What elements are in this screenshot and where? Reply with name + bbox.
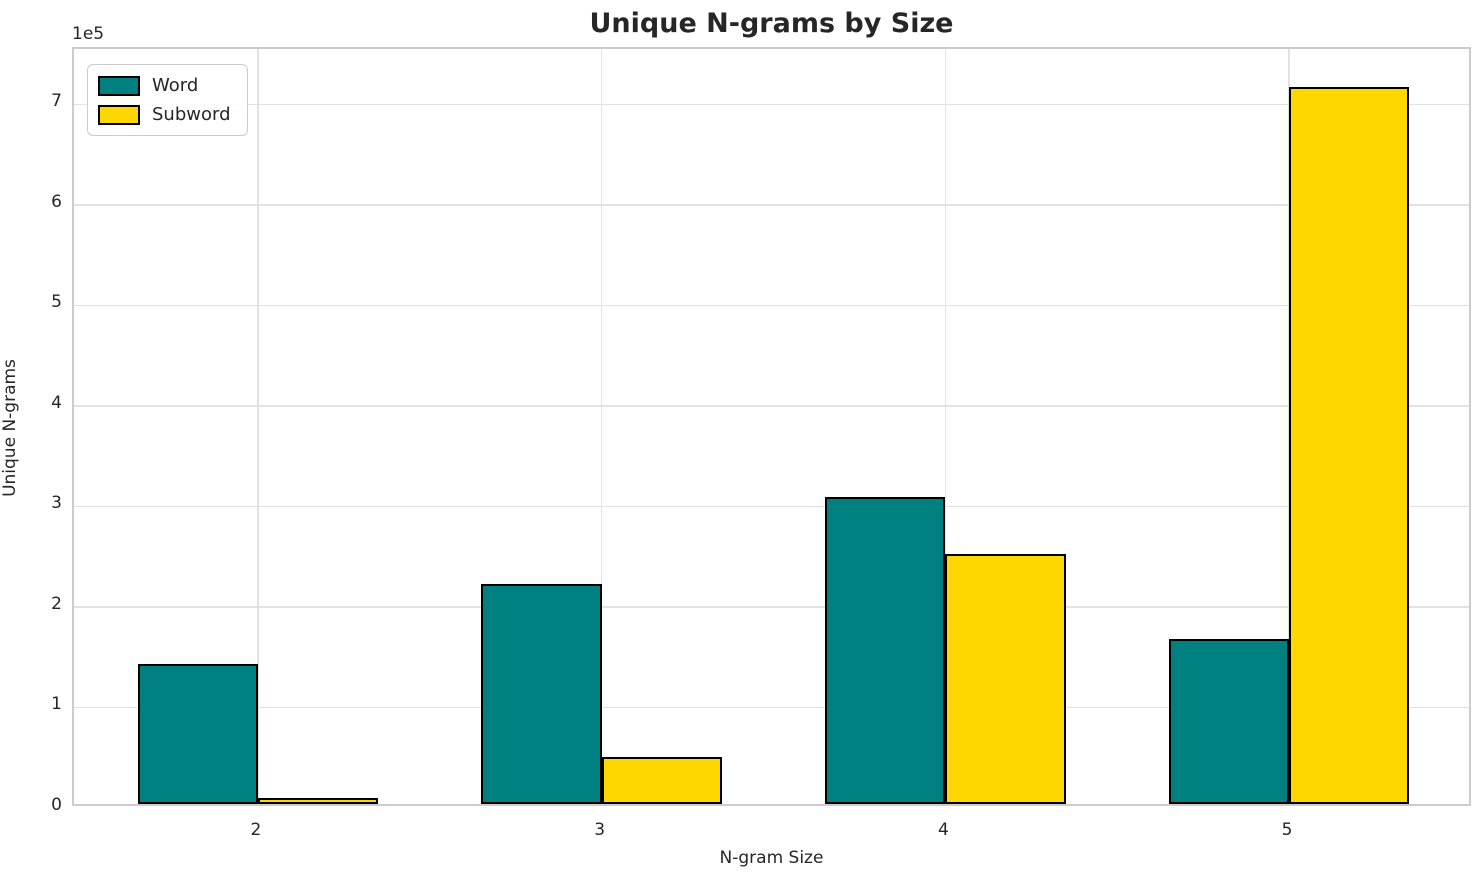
y-tick-label: 5 <box>51 292 62 313</box>
legend-label-subword: Subword <box>152 104 231 125</box>
h-gridline <box>74 405 1469 407</box>
legend-item-word: Word <box>98 75 231 96</box>
v-gridline <box>944 49 947 804</box>
x-tick-label: 4 <box>937 820 949 840</box>
legend-swatch-word <box>98 75 140 96</box>
x-axis-label: N-gram Size <box>719 848 824 868</box>
bar-subword-2 <box>257 797 379 804</box>
h-gridline <box>74 103 1469 105</box>
legend-swatch-subword <box>98 104 140 125</box>
v-gridline <box>257 49 259 804</box>
bar-word-3 <box>481 583 602 804</box>
legend-label-word: Word <box>152 75 199 96</box>
v-gridline <box>600 49 603 804</box>
h-gridline <box>74 204 1469 206</box>
y-tick-label: 0 <box>51 795 62 815</box>
bar-word-4 <box>825 497 946 804</box>
y-tick-label: 3 <box>51 493 62 514</box>
y-tick-label: 1 <box>51 694 62 715</box>
y-axis-label: Unique N-grams <box>0 359 20 497</box>
h-gridline <box>74 706 1469 709</box>
bar-word-5 <box>1168 639 1290 804</box>
y-tick-label: 7 <box>51 91 62 112</box>
y-axis-offset-text: 1e5 <box>72 24 105 44</box>
y-tick-label: 6 <box>51 191 62 212</box>
chart-title: Unique N-grams by Size <box>589 8 954 39</box>
v-gridline <box>1288 49 1290 804</box>
x-tick-label: 3 <box>594 820 606 840</box>
h-gridline <box>74 606 1469 608</box>
x-tick-label: 5 <box>1281 820 1293 840</box>
x-tick-label: 2 <box>250 820 262 840</box>
y-tick-label: 2 <box>51 593 62 614</box>
bar-subword-5 <box>1289 87 1410 804</box>
bar-subword-4 <box>945 553 1066 804</box>
legend-item-subword: Subword <box>98 104 231 125</box>
legend: Word Subword <box>87 64 248 136</box>
plot-area: Word Subword <box>72 47 1471 806</box>
bar-word-2 <box>137 664 258 804</box>
bar-subword-3 <box>601 756 722 804</box>
h-gridline <box>74 304 1469 307</box>
y-tick-label: 4 <box>51 392 62 413</box>
h-gridline <box>74 505 1469 508</box>
